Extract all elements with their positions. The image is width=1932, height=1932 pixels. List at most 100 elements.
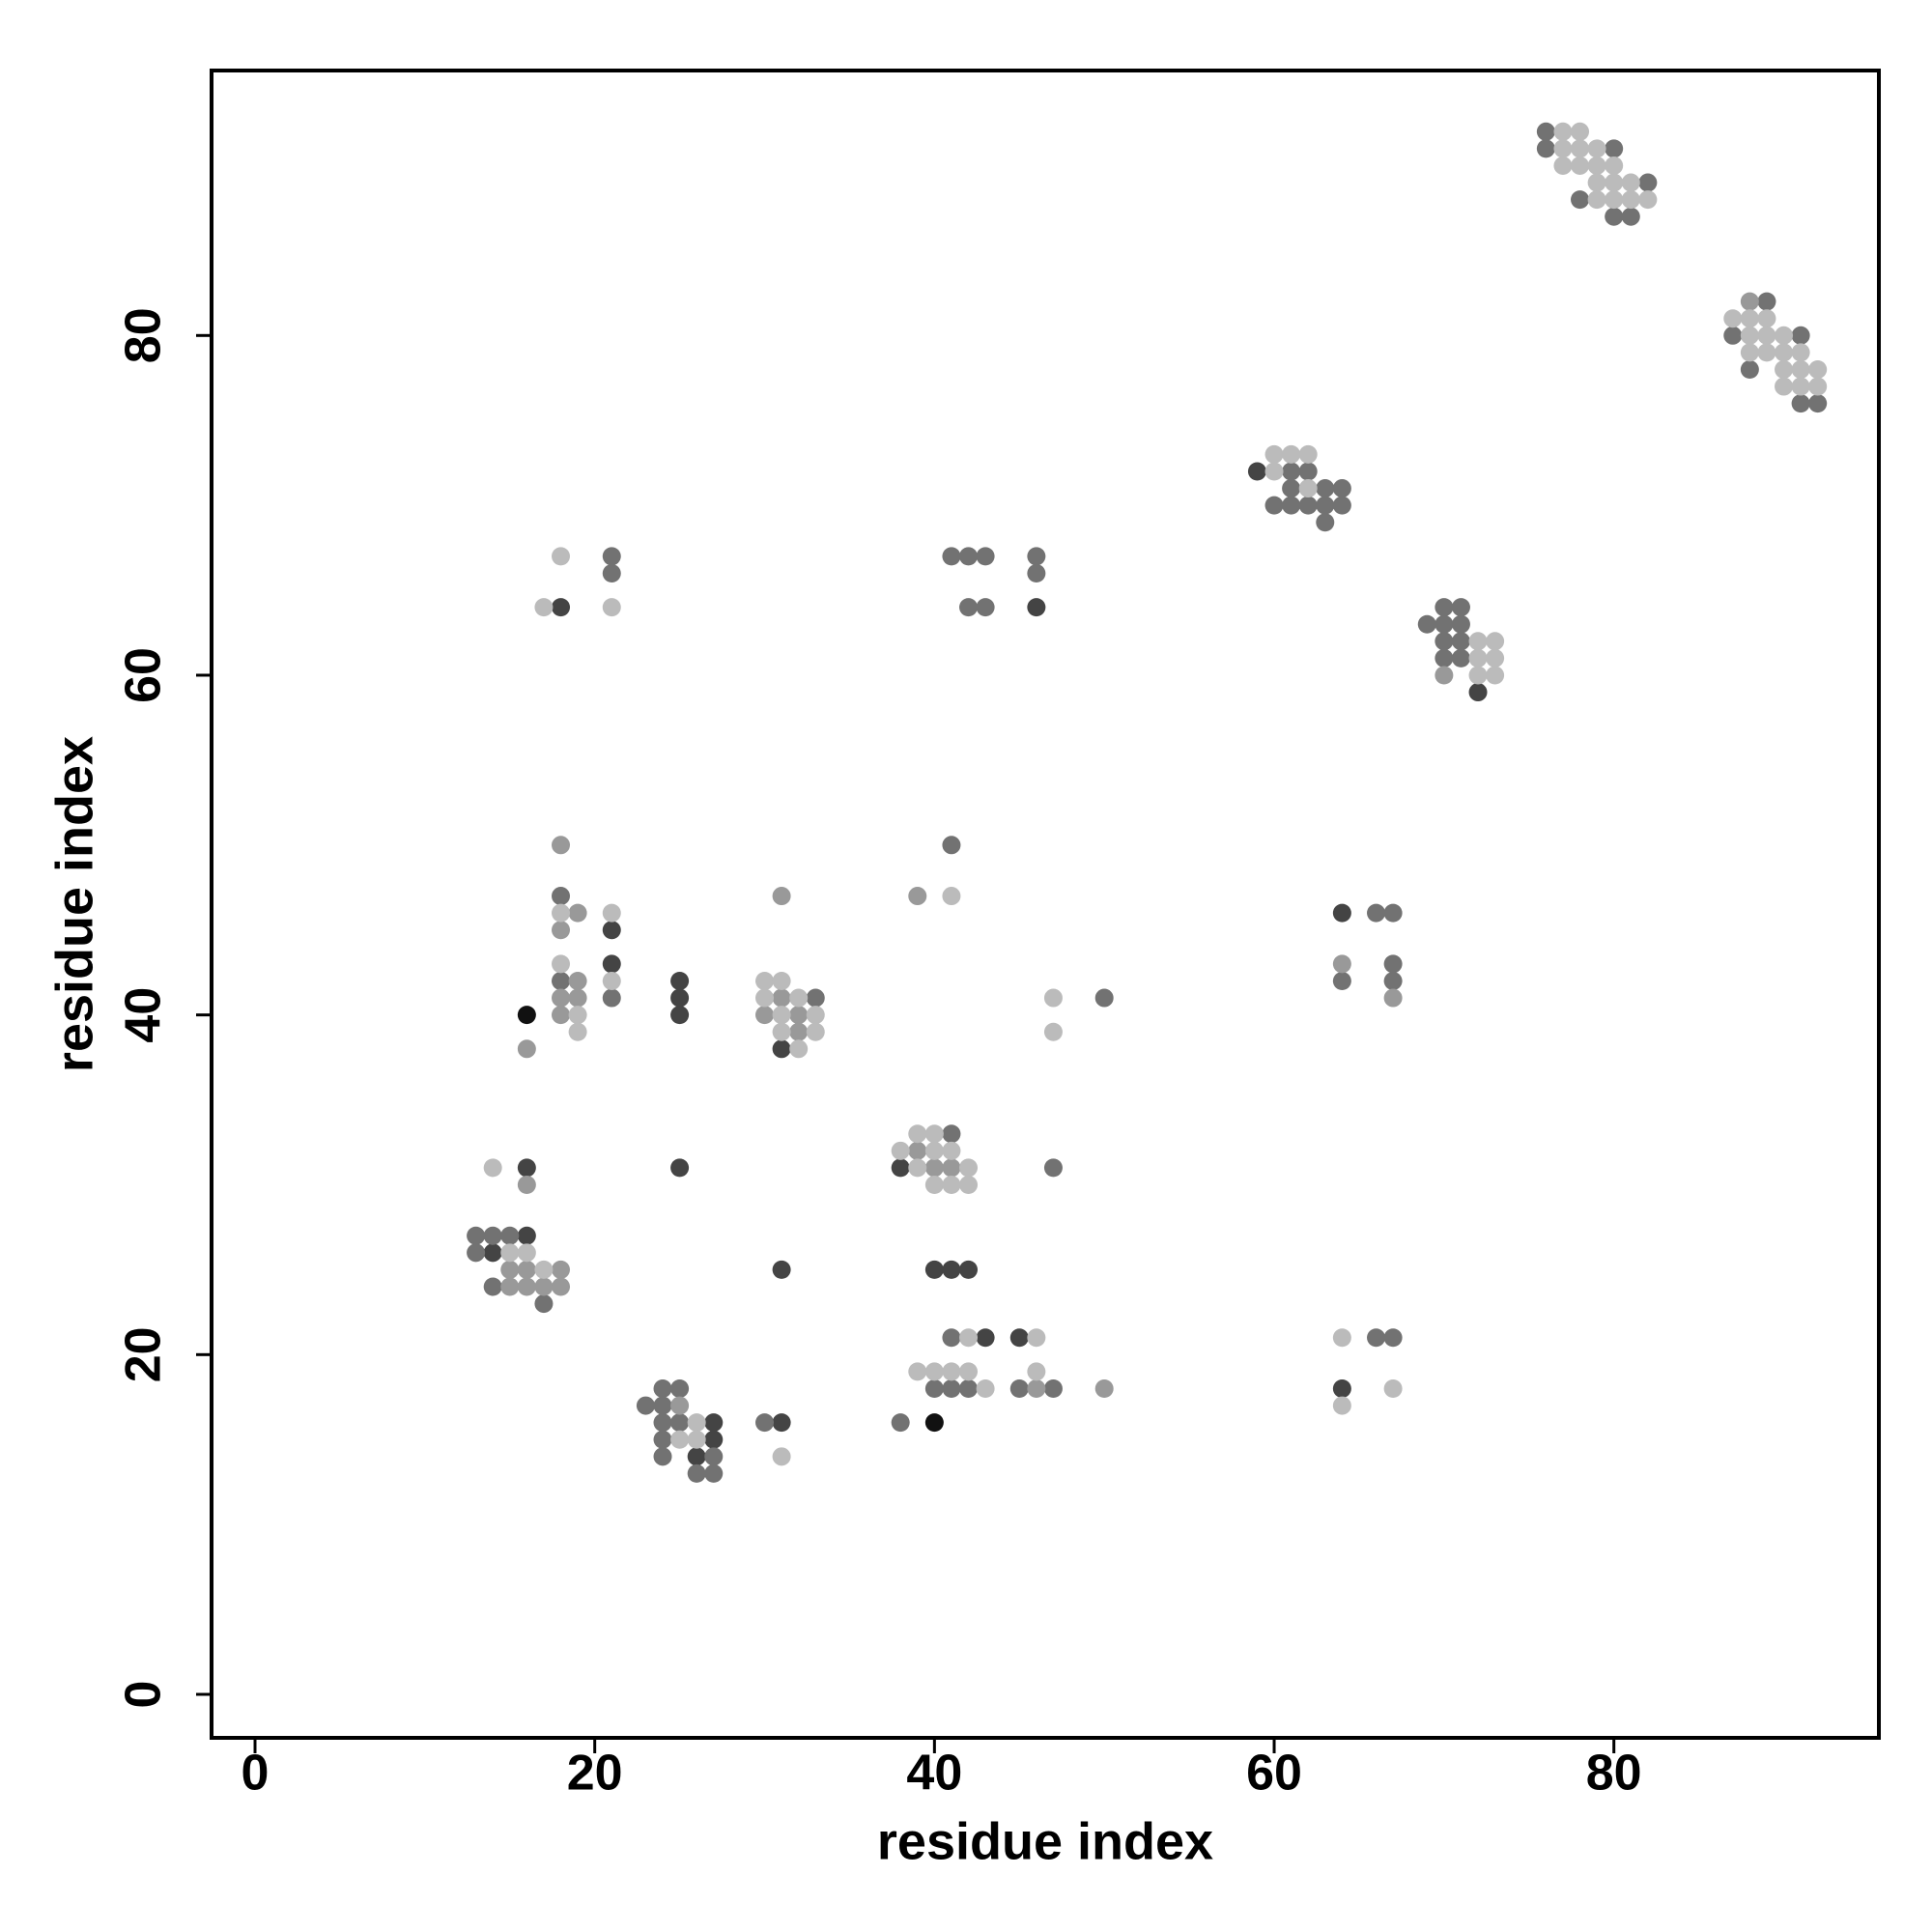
contact-point (552, 598, 571, 617)
contact-point (1282, 462, 1301, 481)
contact-point (1298, 444, 1318, 464)
contact-point (1264, 444, 1284, 464)
contact-point (552, 988, 571, 1008)
contact-point (1757, 309, 1776, 328)
contact-point (1468, 648, 1488, 668)
contact-point (687, 1430, 706, 1449)
contact-point (1435, 648, 1454, 668)
contact-point (1094, 1378, 1114, 1398)
contact-point (1486, 648, 1505, 668)
contact-point (704, 1430, 724, 1449)
contact-point (942, 1328, 961, 1348)
contact-point (1383, 954, 1403, 974)
contact-point (942, 887, 961, 906)
contact-point (942, 1362, 961, 1381)
contact-point (1043, 988, 1063, 1008)
contact-point (687, 1463, 706, 1483)
contact-point (772, 1039, 791, 1059)
contact-point (1536, 139, 1555, 158)
contact-point (517, 1226, 536, 1245)
contact-point (1435, 614, 1454, 634)
contact-point (653, 1447, 672, 1466)
contact-point (1757, 343, 1776, 362)
contact-point (1332, 496, 1351, 515)
contact-point (500, 1243, 520, 1263)
contact-point (483, 1243, 502, 1263)
contact-point (942, 1158, 961, 1178)
contact-point (1247, 462, 1266, 481)
contact-point (1383, 1378, 1403, 1398)
contact-point (1775, 343, 1794, 362)
contact-point (1383, 903, 1403, 923)
contact-point (483, 1158, 502, 1178)
contact-point (959, 1175, 979, 1194)
contact-point (602, 598, 621, 617)
contact-point (1027, 547, 1046, 566)
contact-point (1383, 988, 1403, 1008)
contact-point (1605, 207, 1624, 226)
contact-point (1451, 614, 1470, 634)
y-tick-label: 60 (116, 647, 172, 703)
contact-point (1435, 598, 1454, 617)
contact-point (1282, 479, 1301, 498)
contact-point (1298, 479, 1318, 498)
contact-point (1775, 377, 1794, 396)
contact-point (568, 903, 587, 923)
contact-point (534, 1294, 554, 1314)
contact-point (1808, 359, 1828, 379)
contact-point (1638, 190, 1658, 210)
contact-point (1332, 971, 1351, 990)
contact-point (653, 1430, 672, 1449)
y-axis-label: residue index (45, 736, 103, 1072)
x-tick-label: 20 (567, 1746, 623, 1802)
contact-point (517, 1243, 536, 1263)
contact-point (636, 1396, 655, 1415)
contact-point (755, 971, 775, 990)
contact-point (1009, 1328, 1029, 1348)
contact-point (1605, 190, 1624, 210)
contact-point (1264, 462, 1284, 481)
contact-point (891, 1141, 910, 1160)
contact-point (942, 1124, 961, 1144)
contact-point (1332, 903, 1351, 923)
y-tick-label: 40 (116, 987, 172, 1043)
contact-point (1740, 359, 1759, 379)
contact-point (670, 1430, 690, 1449)
contact-point (670, 971, 690, 990)
contact-point (1468, 666, 1488, 685)
contact-point (924, 1158, 944, 1178)
contact-point (908, 887, 927, 906)
contact-point (1621, 190, 1640, 210)
contact-point (755, 1413, 775, 1433)
contact-point (1791, 359, 1810, 379)
contact-point (976, 598, 995, 617)
contact-point (806, 988, 825, 1008)
contact-point (1298, 462, 1318, 481)
contact-point (1775, 326, 1794, 345)
x-tick-label: 80 (1586, 1746, 1642, 1802)
contact-point (500, 1226, 520, 1245)
contact-point (1316, 513, 1335, 532)
contact-point (1791, 394, 1810, 413)
contact-point (687, 1413, 706, 1433)
contact-point (483, 1277, 502, 1296)
contact-point (1332, 479, 1351, 498)
contact-point (755, 1006, 775, 1025)
contact-point (806, 1022, 825, 1041)
contact-point (1027, 1328, 1046, 1348)
contact-point (1605, 139, 1624, 158)
contact-point (908, 1362, 927, 1381)
contact-point (942, 836, 961, 855)
contact-point (959, 1378, 979, 1398)
contact-point (552, 547, 571, 566)
contact-point (1605, 156, 1624, 175)
contact-point (517, 1006, 536, 1025)
contact-point (1332, 1396, 1351, 1415)
contact-point (602, 903, 621, 923)
contact-point (670, 1158, 690, 1178)
contact-point (942, 1141, 961, 1160)
contact-point (1553, 156, 1573, 175)
contact-point (772, 1413, 791, 1433)
